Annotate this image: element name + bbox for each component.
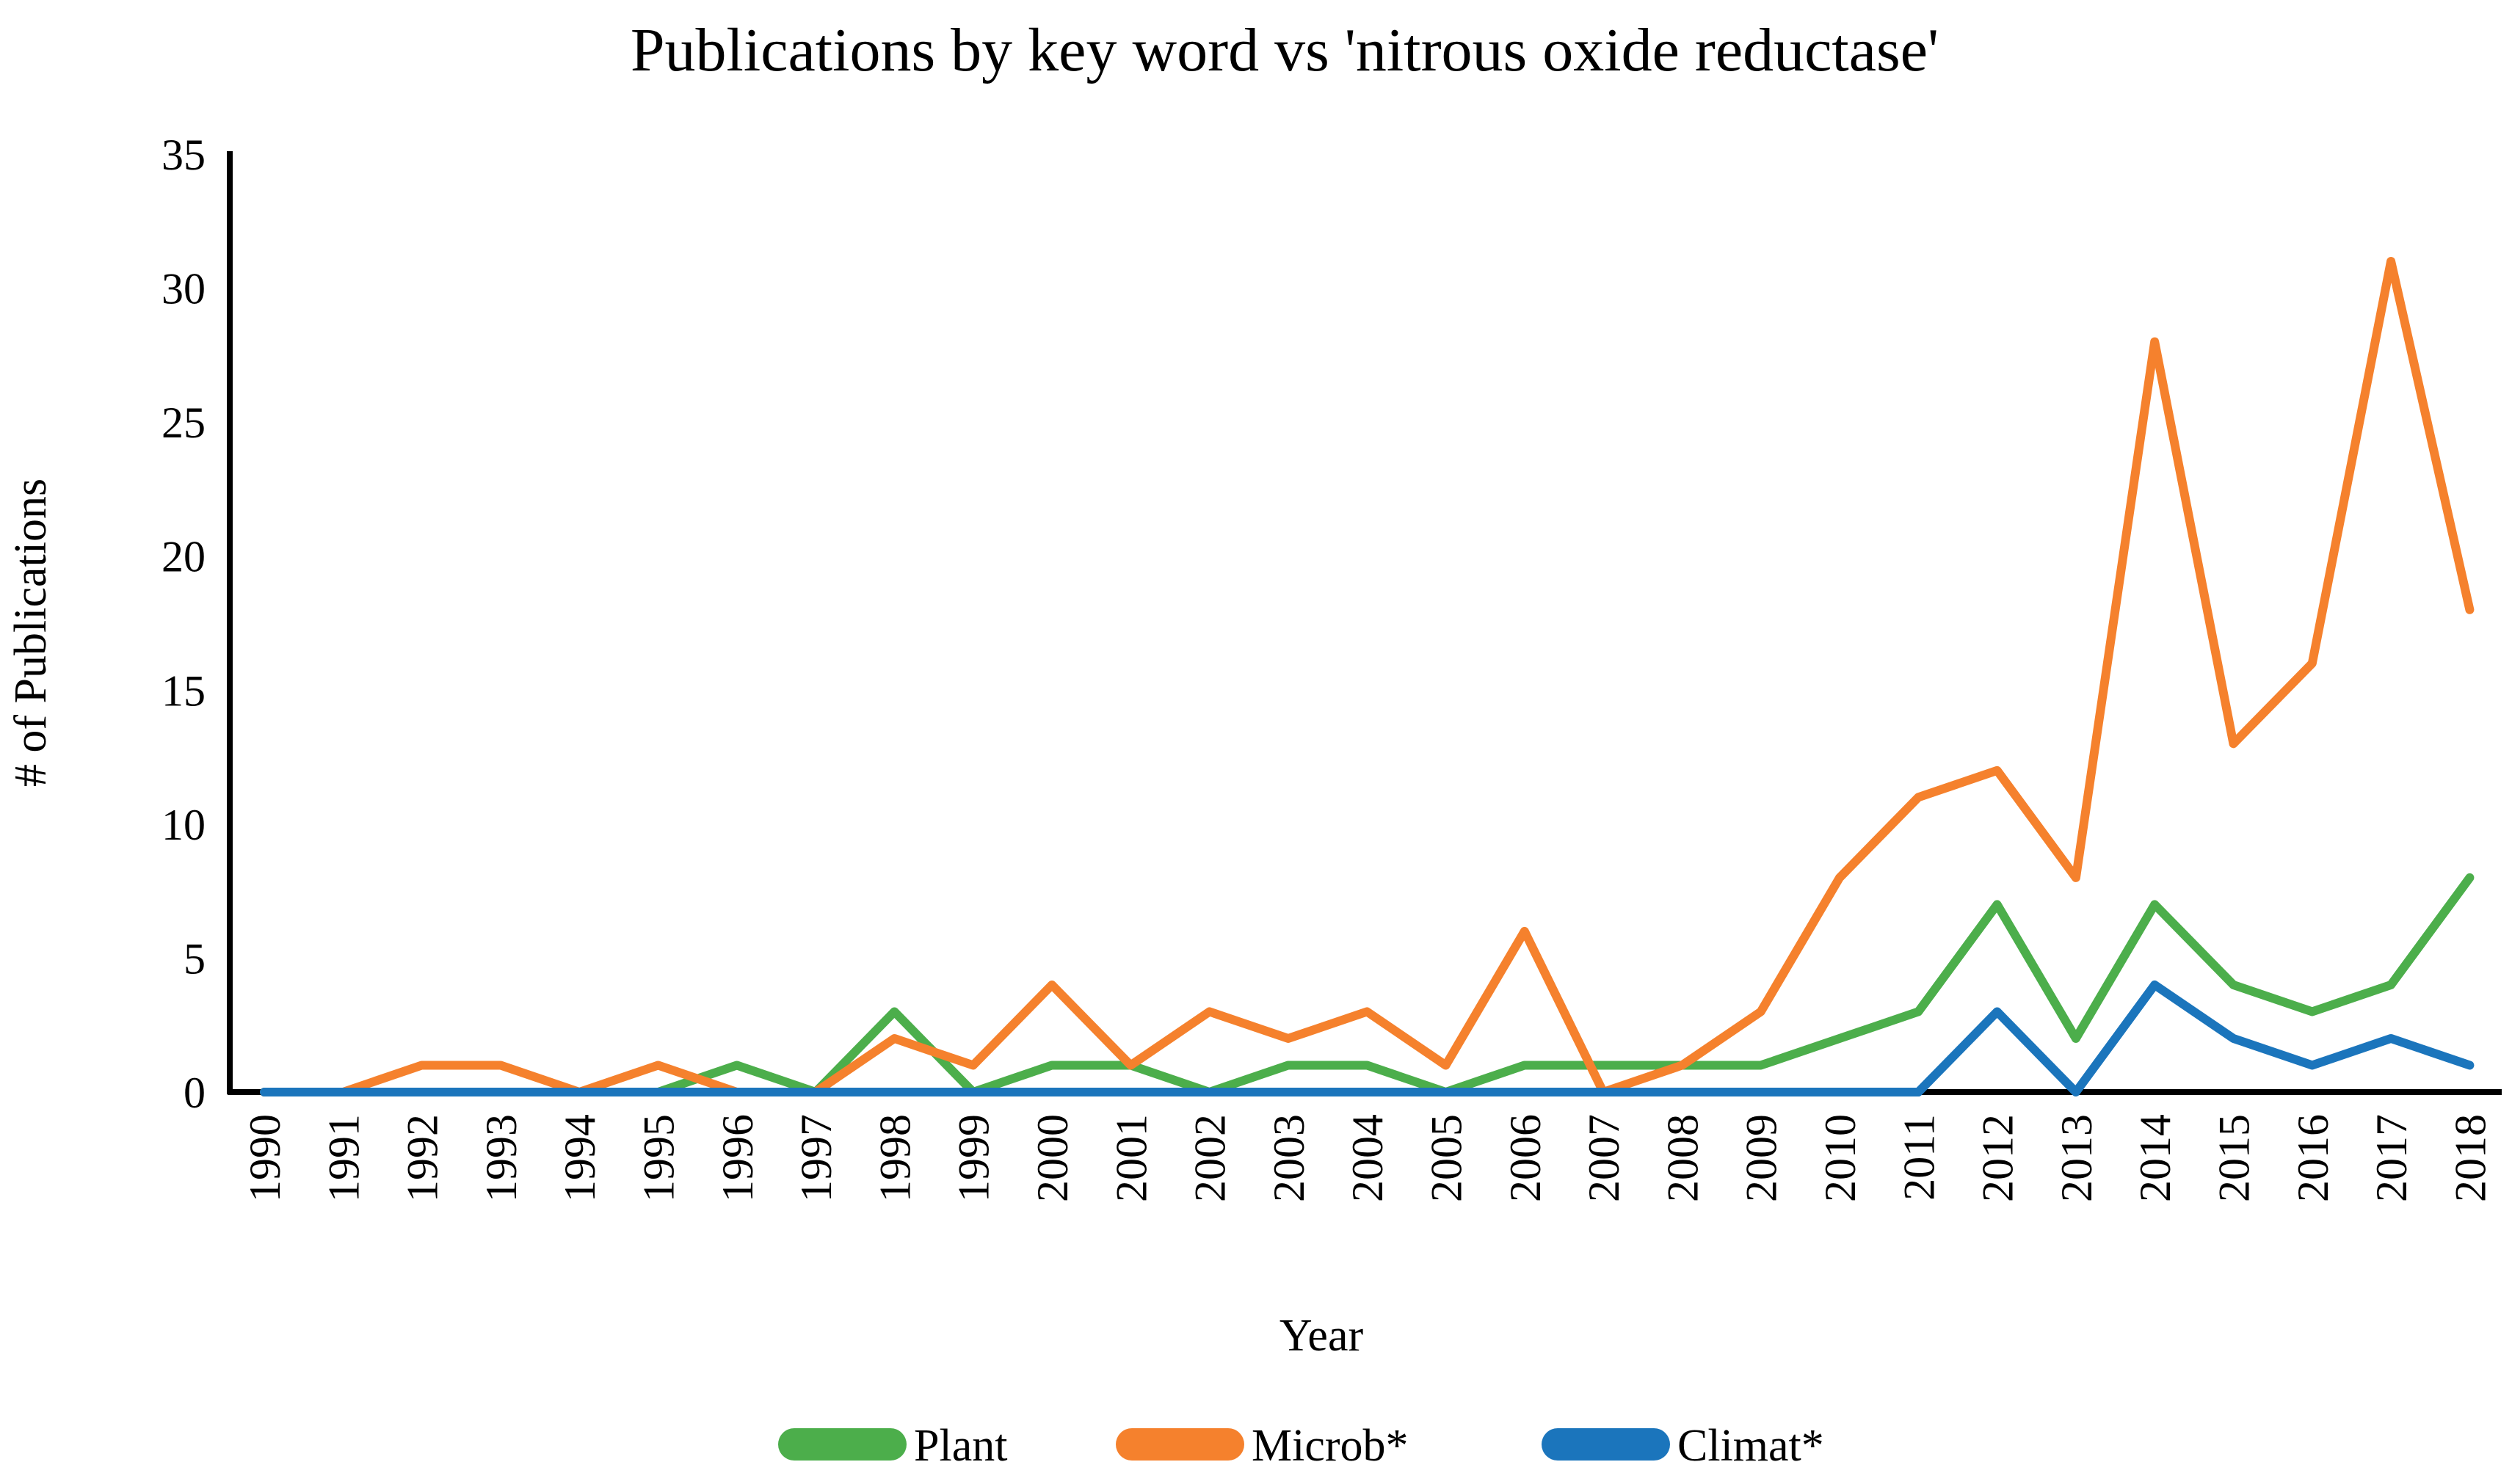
x-tick-label: 2018	[2446, 1114, 2494, 1202]
x-tick-label: 2013	[2052, 1114, 2101, 1202]
x-tick-label: 2011	[1895, 1114, 1943, 1201]
series-line-microb	[260, 257, 2475, 1096]
x-tick-label: 2003	[1265, 1114, 1313, 1202]
axes	[227, 151, 2502, 1095]
legend-swatch-plant	[778, 1428, 907, 1461]
x-tick-label: 1990	[241, 1114, 289, 1202]
x-tick-label: 1995	[635, 1114, 683, 1202]
x-tick-label: 2007	[1580, 1114, 1628, 1202]
x-tick-label: 2012	[1974, 1114, 2022, 1202]
y-tick-labels: 0 5 10 15 20 25 30 35	[161, 131, 206, 1117]
legend-swatch-microb	[1116, 1428, 1244, 1461]
y-tick-label: 30	[161, 265, 206, 313]
legend-item-climat: Climat*	[1542, 1421, 1824, 1471]
x-tick-label: 2009	[1738, 1114, 1786, 1202]
x-tick-label: 1996	[714, 1114, 762, 1202]
x-tick-label: 2017	[2367, 1114, 2416, 1202]
series-line-plant	[260, 873, 2475, 1096]
x-axis-title: Year	[1279, 1311, 1364, 1361]
x-tick-label: 2008	[1658, 1114, 1707, 1202]
y-tick-label: 25	[161, 399, 206, 447]
legend-label: Microb*	[1252, 1421, 1409, 1471]
x-tick-label: 2002	[1186, 1114, 1235, 1202]
x-tick-label: 2006	[1501, 1114, 1550, 1202]
x-tick-label: 1991	[319, 1114, 368, 1202]
legend-label: Plant	[914, 1421, 1007, 1471]
series-lines	[260, 257, 2475, 1096]
x-tick-label: 2001	[1107, 1114, 1155, 1202]
x-tick-label: 1992	[399, 1114, 447, 1202]
y-tick-label: 35	[161, 131, 206, 179]
x-tick-label: 1994	[556, 1114, 604, 1202]
x-tick-label: 1993	[477, 1114, 526, 1202]
x-tick-label: 2005	[1423, 1114, 1471, 1202]
x-tick-label: 2004	[1343, 1114, 1392, 1202]
legend-item-plant: Plant	[778, 1421, 1007, 1471]
legend: Plant Microb* Climat*	[778, 1421, 1824, 1471]
y-tick-label: 5	[184, 934, 206, 983]
series-line-climat	[260, 980, 2475, 1096]
y-tick-label: 20	[161, 533, 206, 581]
legend-swatch-climat	[1542, 1428, 1670, 1461]
x-tick-labels: 1990 1991 1992 1993 1994 1995 1996 1997 1998 1999…	[241, 1114, 2494, 1202]
x-tick-label: 2015	[2210, 1114, 2259, 1202]
x-tick-label: 1998	[871, 1114, 919, 1202]
legend-item-microb: Microb*	[1116, 1421, 1409, 1471]
legend-label: Climat*	[1677, 1421, 1824, 1471]
x-tick-label: 2000	[1028, 1114, 1077, 1202]
chart-title: Publications by key word vs 'nitrous oxi…	[631, 16, 1939, 84]
x-tick-label: 1999	[950, 1114, 998, 1202]
y-axis-title: # of Publications	[6, 479, 56, 787]
y-tick-label: 0	[184, 1069, 206, 1117]
y-tick-label: 10	[161, 801, 206, 849]
x-tick-label: 2010	[1816, 1114, 1865, 1202]
x-tick-label: 2014	[2131, 1114, 2179, 1202]
y-tick-label: 15	[161, 666, 206, 715]
x-tick-label: 2016	[2289, 1114, 2337, 1202]
x-tick-label: 1997	[792, 1114, 841, 1202]
